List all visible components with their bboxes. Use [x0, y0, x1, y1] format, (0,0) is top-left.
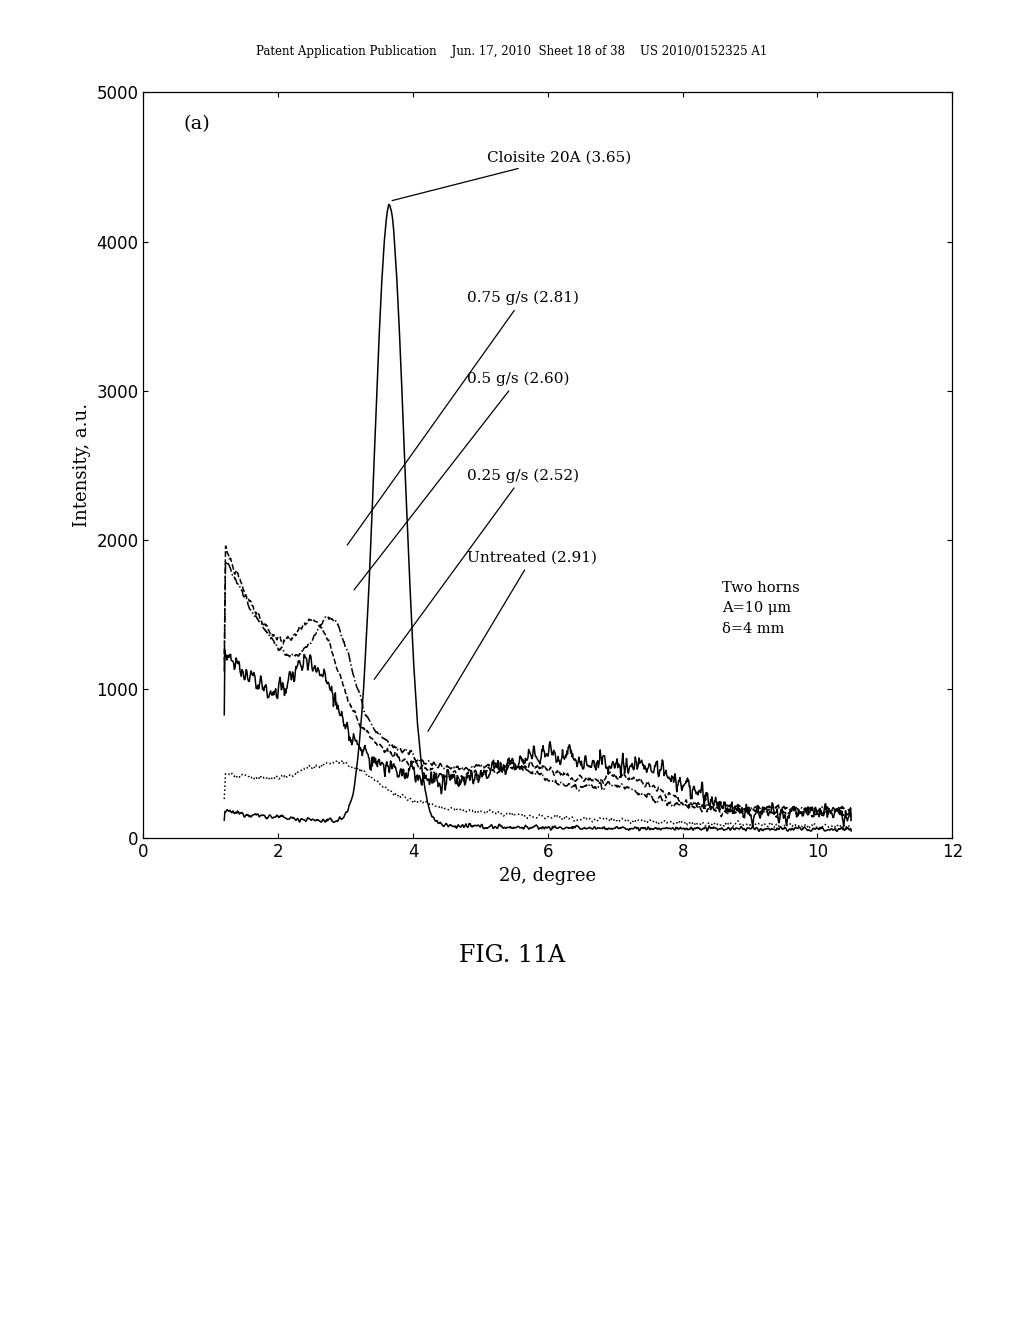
Text: FIG. 11A: FIG. 11A	[459, 944, 565, 966]
Text: Two horns
A=10 μm
δ=4 mm: Two horns A=10 μm δ=4 mm	[722, 581, 800, 636]
Text: 0.5 g/s (2.60): 0.5 g/s (2.60)	[354, 372, 569, 590]
Text: (a): (a)	[184, 115, 211, 133]
Text: 0.75 g/s (2.81): 0.75 g/s (2.81)	[347, 290, 579, 545]
Y-axis label: Intensity, a.u.: Intensity, a.u.	[73, 403, 91, 528]
Text: 0.25 g/s (2.52): 0.25 g/s (2.52)	[374, 469, 579, 680]
Text: Untreated (2.91): Untreated (2.91)	[428, 550, 597, 731]
Text: Patent Application Publication    Jun. 17, 2010  Sheet 18 of 38    US 2010/01523: Patent Application Publication Jun. 17, …	[256, 45, 768, 58]
X-axis label: 2θ, degree: 2θ, degree	[500, 867, 596, 884]
Text: Cloisite 20A (3.65): Cloisite 20A (3.65)	[392, 150, 632, 201]
